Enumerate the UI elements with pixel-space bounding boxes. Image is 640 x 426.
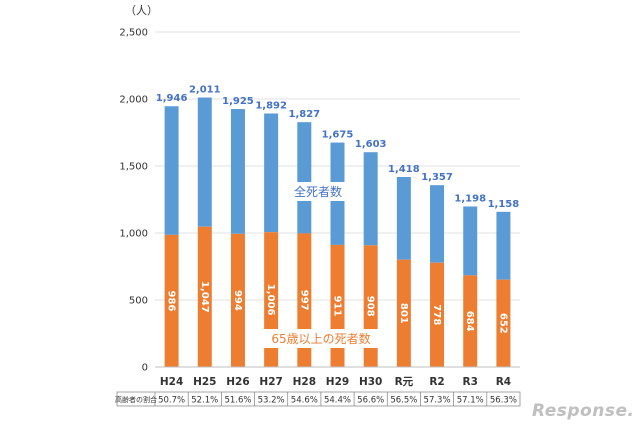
elderly-data-label: 908 <box>365 296 376 317</box>
x-axis-categories: H24 H25 H26 H27 H28 H29 H30 R元 R2 R3 R4 <box>160 376 511 388</box>
bar-total-remainder <box>297 122 312 234</box>
bar-total-remainder <box>164 106 179 235</box>
elderly-data-label: 652 <box>497 313 508 334</box>
x-category-label: H24 <box>160 376 183 388</box>
bar-elderly <box>230 233 245 367</box>
ratio-table-header: 高齢者の割合 <box>115 395 157 404</box>
watermark: Response. <box>532 401 634 421</box>
elderly-data-label: 801 <box>398 303 409 324</box>
total-data-label: 1,603 <box>355 139 387 150</box>
y-tick-label: 0 <box>142 363 148 374</box>
ratio-table-cell: 57.1% <box>457 396 484 406</box>
bar-elderly <box>396 259 411 367</box>
annotation-elderly: 65歳以上の死者数 <box>264 329 378 348</box>
ratio-table-cell: 56.6% <box>357 396 384 406</box>
bar-total-remainder <box>363 152 378 246</box>
bar-total-remainder <box>463 206 478 276</box>
elderly-data-label: 684 <box>464 311 475 332</box>
elderly-data-label: 1,047 <box>199 281 210 313</box>
x-category-label: H30 <box>359 376 382 388</box>
x-category-label: H26 <box>226 376 249 388</box>
elderly-data-label: 986 <box>166 291 177 312</box>
bar-elderly <box>197 226 212 367</box>
bars: 1,946 986 2,011 1,047 1,925 994 1,892 1,006 1,82… <box>156 85 519 367</box>
y-tick-label: 1,500 <box>119 162 148 173</box>
bar-elderly <box>430 262 445 367</box>
elderly-data-label: 911 <box>332 296 343 317</box>
ratio-table-cell: 54.4% <box>324 396 351 406</box>
total-data-label: 2,011 <box>189 85 221 96</box>
y-tick-label: 2,000 <box>119 95 148 106</box>
elderly-data-label: 997 <box>298 290 309 311</box>
x-category-label: H29 <box>326 376 349 388</box>
x-category-label: R元 <box>395 376 414 388</box>
annotation-total-label: 全死者数 <box>294 184 342 199</box>
x-category-label: H28 <box>293 376 316 388</box>
total-data-label: 1,158 <box>488 199 520 210</box>
total-data-label: 1,675 <box>322 130 354 141</box>
bar-total-remainder <box>197 97 212 227</box>
ratio-table-cell: 53.2% <box>258 396 285 406</box>
bar-elderly <box>164 234 179 367</box>
elderly-data-label: 778 <box>431 304 442 325</box>
x-category-label: R4 <box>496 376 511 388</box>
ratio-table: 高齢者の割合 50.7% 52.1% 51.6% 53.2% 54.6% 54.4% 56.6… <box>115 391 521 407</box>
y-tick-label: 500 <box>129 296 148 307</box>
bar-total-remainder <box>230 109 245 234</box>
bar-elderly <box>496 279 511 367</box>
annotation-elderly-label: 65歳以上の死者数 <box>271 331 370 346</box>
total-data-label: 1,827 <box>288 109 320 120</box>
x-category-label: H27 <box>259 376 282 388</box>
total-data-label: 1,892 <box>255 100 287 111</box>
bar-elderly <box>463 275 478 367</box>
y-tick-label: 2,500 <box>119 28 148 39</box>
annotation-total-box <box>287 182 349 201</box>
total-data-label: 1,418 <box>388 164 420 175</box>
bar-total-remainder <box>496 211 511 280</box>
x-category-label: R3 <box>463 376 478 388</box>
ratio-table-cell: 50.7% <box>158 396 185 406</box>
ratio-table-cell: 51.6% <box>224 396 251 406</box>
ratio-table-cell: 52.1% <box>191 396 218 406</box>
x-category-label: H25 <box>193 376 216 388</box>
bar-total-remainder <box>396 176 411 260</box>
bar-total-remainder <box>264 113 279 233</box>
x-category-label: R2 <box>429 376 444 388</box>
y-axis-unit-label: （人） <box>125 4 158 17</box>
y-axis-ticks: 0 500 1,000 1,500 2,000 2,500 <box>119 28 148 374</box>
bar-total-remainder <box>430 185 445 263</box>
annotation-elderly-box <box>264 329 378 348</box>
ratio-table-cell: 57.3% <box>424 396 451 406</box>
elderly-data-label: 994 <box>232 290 243 311</box>
ratio-table-cell: 56.3% <box>490 396 517 406</box>
total-data-label: 1,925 <box>222 96 254 107</box>
ratio-table-border <box>116 391 521 407</box>
elderly-data-label: 1,006 <box>265 284 276 316</box>
y-tick-label: 1,000 <box>119 229 148 240</box>
total-data-label: 1,357 <box>421 172 453 183</box>
annotation-total: 全死者数 <box>287 182 349 201</box>
total-data-label: 1,198 <box>454 193 486 204</box>
total-data-label: 1,946 <box>156 93 188 104</box>
ratio-table-cell: 54.6% <box>291 396 318 406</box>
ratio-table-cell: 56.5% <box>390 396 417 406</box>
